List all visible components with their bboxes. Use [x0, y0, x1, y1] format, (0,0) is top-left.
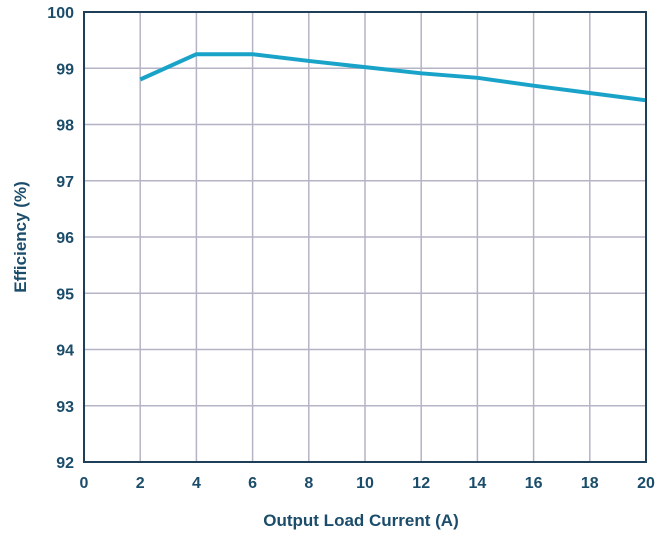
x-axis-title: Output Load Current (A) — [263, 511, 458, 530]
x-tick-label: 14 — [469, 475, 487, 492]
x-tick-labels: 0 2 4 6 8 10 12 14 16 18 20 — [80, 475, 655, 492]
y-tick-labels: 92 93 94 95 96 97 98 99 100 — [47, 5, 74, 472]
x-tick-label: 8 — [304, 475, 313, 492]
plot-frame — [83, 11, 647, 463]
y-tick-label: 96 — [56, 230, 74, 247]
grid — [83, 11, 647, 463]
y-tick-label: 94 — [56, 343, 74, 360]
y-tick-label: 99 — [56, 61, 74, 78]
x-tick-label: 16 — [525, 475, 543, 492]
series-layer — [139, 52, 647, 103]
y-tick-label: 97 — [56, 174, 74, 191]
x-tick-label: 20 — [637, 475, 655, 492]
y-tick-label: 93 — [56, 399, 74, 416]
x-tick-label: 4 — [192, 475, 201, 492]
y-tick-label: 100 — [47, 5, 74, 22]
x-tick-label: 18 — [581, 475, 599, 492]
y-tick-label: 98 — [56, 118, 74, 135]
y-tick-label: 92 — [56, 455, 74, 472]
efficiency-series-line — [139, 52, 647, 103]
x-tick-label: 0 — [80, 475, 89, 492]
x-tick-label: 12 — [412, 475, 430, 492]
x-tick-label: 10 — [356, 475, 374, 492]
x-tick-label: 6 — [248, 475, 257, 492]
y-tick-label: 95 — [56, 286, 74, 303]
x-tick-label: 2 — [136, 475, 145, 492]
y-axis-title: Efficiency (%) — [11, 181, 30, 292]
